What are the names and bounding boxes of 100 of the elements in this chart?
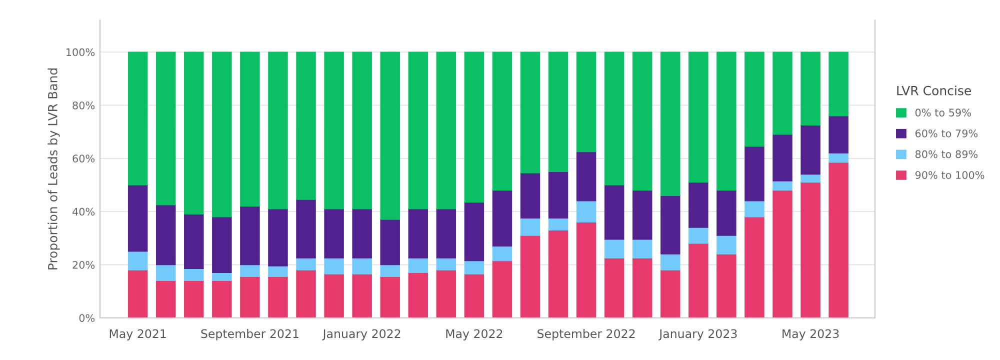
bar (240, 206, 260, 266)
y-tick-label: 60% (72, 154, 95, 162)
x-tick-label: May 2023 (782, 329, 839, 340)
legend-title: LVR Concise (897, 86, 971, 96)
bar (436, 270, 456, 318)
bar (520, 52, 540, 174)
bar (520, 172, 540, 219)
bar (660, 270, 680, 318)
bar (716, 254, 736, 318)
bar (716, 235, 736, 254)
bar (828, 116, 848, 154)
bar (800, 124, 820, 175)
bar (716, 52, 736, 191)
bar (128, 270, 148, 318)
x-tick-label: May 2021 (110, 329, 166, 340)
bar (380, 219, 400, 266)
bar (800, 52, 820, 126)
bar (492, 52, 512, 191)
bar (828, 162, 848, 318)
bar (744, 146, 764, 202)
bar (604, 258, 624, 318)
bar (408, 52, 428, 210)
bar (660, 254, 680, 270)
bar (296, 270, 316, 318)
y-tick-label: 20% (72, 260, 95, 269)
bar (156, 204, 176, 266)
bar (352, 52, 372, 210)
bar (352, 274, 372, 318)
x-tick-label: September 2022 (538, 328, 635, 340)
bar (744, 200, 764, 218)
bar (212, 52, 232, 218)
bar (408, 272, 428, 318)
bar (744, 216, 764, 318)
bar (436, 258, 456, 270)
bar (660, 195, 680, 254)
bar (212, 280, 232, 318)
bar (212, 272, 232, 282)
bar (492, 260, 512, 318)
x-tick-label: January 2022 (322, 329, 400, 340)
bar (520, 218, 540, 236)
bar (240, 276, 260, 318)
bar (128, 184, 148, 252)
bar (604, 184, 624, 240)
bar (576, 222, 596, 318)
bar (688, 243, 708, 318)
bar (184, 280, 204, 318)
bar (688, 52, 708, 183)
bar (800, 174, 820, 183)
bar (240, 52, 260, 207)
bar (436, 208, 456, 258)
bar (604, 52, 624, 186)
bar (800, 182, 820, 318)
bar (268, 208, 288, 266)
bar (632, 52, 652, 191)
y-tick-label: 100% (66, 48, 95, 56)
bar (632, 239, 652, 258)
bar (296, 199, 316, 258)
bar (716, 190, 736, 236)
bar (464, 52, 484, 203)
bar (576, 200, 596, 223)
bar (772, 180, 792, 191)
bar (268, 52, 288, 210)
bar (296, 52, 316, 200)
bar (576, 52, 596, 152)
bar (632, 258, 652, 318)
bar (156, 52, 176, 206)
bar (156, 264, 176, 282)
bar (296, 258, 316, 270)
bar (324, 208, 344, 258)
bar (548, 171, 568, 219)
bar (772, 52, 792, 135)
bar (240, 264, 260, 278)
bar (408, 208, 428, 258)
bar (184, 52, 204, 215)
bar (744, 52, 764, 147)
y-tick-label: 80% (72, 101, 95, 110)
bar (548, 230, 568, 318)
legend-label: 90% to 100% (915, 171, 984, 179)
bar (828, 152, 848, 163)
bar (688, 182, 708, 228)
bar (576, 151, 596, 202)
bar (324, 52, 344, 210)
bar (128, 52, 148, 186)
bar (604, 239, 624, 258)
bar (184, 214, 204, 270)
bar (380, 276, 400, 318)
bar (492, 190, 512, 246)
bar (660, 52, 680, 196)
legend-label: 0% to 59% (915, 108, 971, 117)
bar (212, 216, 232, 274)
legend-label: 80% to 89% (915, 150, 978, 158)
y-axis-title: Proportion of Leads by LVR Band (48, 68, 60, 270)
bar (520, 235, 540, 318)
bar (828, 52, 848, 116)
bar (184, 268, 204, 282)
bar (688, 227, 708, 244)
bar (772, 190, 792, 318)
bar (128, 251, 148, 270)
bar (548, 52, 568, 172)
bar (548, 218, 568, 231)
